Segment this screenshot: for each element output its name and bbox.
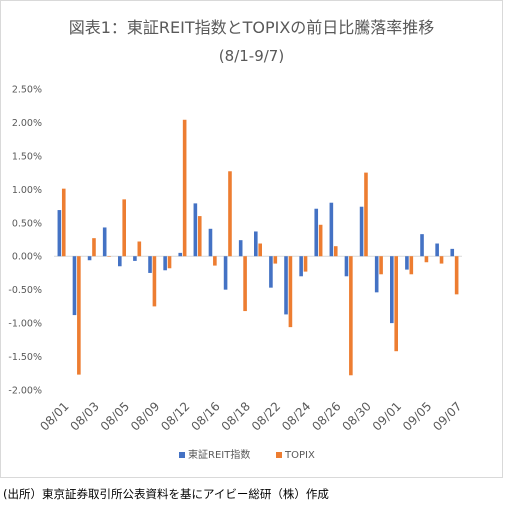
bar-topix	[394, 256, 398, 352]
bar-reit	[450, 248, 455, 257]
legend-swatch-reit	[179, 452, 185, 458]
legend-swatch-topix	[276, 452, 282, 458]
bar-topix	[92, 238, 96, 257]
bar-reit	[163, 256, 167, 271]
chart-subtitle: (8/1-9/7)	[218, 47, 285, 65]
source-note: (出所）東京証券取引所公表資料を基にアイビー総研（株）作成	[3, 487, 329, 501]
x-tick-label: 08/22	[249, 399, 283, 433]
chart-frame	[0, 0, 503, 478]
y-tick-label: 1.00%	[12, 185, 42, 196]
bar-reit	[269, 256, 273, 288]
bar-topix	[258, 243, 262, 257]
bar-topix	[61, 188, 66, 257]
bar-topix	[424, 256, 429, 263]
bar-topix	[122, 199, 126, 257]
bar-reit	[238, 240, 243, 257]
x-tick-label: 08/30	[340, 399, 374, 433]
x-tick-label: 08/18	[219, 399, 253, 433]
bar-topix	[152, 256, 157, 307]
bar-topix	[439, 256, 444, 264]
bar-reit	[223, 256, 228, 290]
x-tick-label: 08/24	[279, 399, 313, 433]
bar-reit	[420, 234, 424, 257]
bar-topix	[288, 256, 293, 328]
y-tick-label: -2.00%	[8, 386, 42, 397]
bar-topix	[333, 246, 338, 257]
x-tick-label: 08/26	[309, 399, 343, 433]
y-tick-label: 0.50%	[12, 218, 42, 229]
bar-topix	[409, 256, 414, 275]
y-tick-label: -1.50%	[8, 352, 42, 363]
bar-reit	[299, 256, 303, 277]
bar-reit	[72, 256, 77, 316]
y-tick-label: 1.50%	[12, 151, 42, 162]
y-tick-label: 2.00%	[12, 118, 42, 129]
bar-reit	[359, 206, 364, 257]
legend-label-reit: 東証REIT指数	[188, 448, 250, 461]
bar-topix	[243, 256, 247, 312]
x-tick-label: 09/05	[400, 399, 434, 433]
bar-reit	[102, 227, 107, 257]
bar-reit	[133, 256, 137, 261]
bar-reit	[254, 231, 258, 257]
x-tick-label: 08/12	[158, 399, 192, 433]
x-tick-label: 08/05	[98, 399, 132, 433]
bar-reit	[118, 256, 122, 267]
bar-topix	[213, 256, 217, 266]
bar-reit	[57, 210, 62, 257]
bar-topix	[137, 241, 142, 257]
x-tick-label: 09/01	[370, 399, 404, 433]
legend-label-topix: TOPIX	[284, 450, 315, 461]
x-tick-label: 08/03	[68, 399, 102, 433]
bar-topix	[182, 119, 187, 257]
y-tick-label: 0.00%	[12, 252, 42, 263]
bar-topix	[228, 171, 232, 257]
chart-title: 図表1：東証REIT指数とTOPIXの前日比騰落率推移	[68, 18, 435, 37]
bar-reit	[344, 256, 349, 277]
x-tick-label: 09/07	[430, 399, 464, 433]
bar-reit	[208, 228, 213, 257]
bar-reit	[374, 256, 379, 293]
x-tick-label: 08/09	[128, 399, 162, 433]
bar-reit	[87, 256, 92, 261]
y-tick-label: -1.00%	[8, 319, 42, 330]
bar-reit	[329, 202, 334, 257]
bar-reit	[314, 208, 319, 257]
x-tick-label: 08/16	[188, 399, 222, 433]
bar-topix	[167, 256, 172, 269]
bar-topix	[379, 256, 383, 275]
bar-topix	[77, 256, 81, 375]
bar-reit	[148, 256, 152, 273]
bar-topix	[303, 256, 308, 272]
bar-topix	[273, 256, 278, 264]
bar-topix	[197, 216, 202, 257]
bar-topix	[364, 172, 368, 257]
bar-reit	[405, 256, 409, 270]
bar-topix	[349, 256, 353, 376]
x-tick-label: 08/01	[37, 399, 71, 433]
bar-reit	[193, 203, 198, 257]
bar-reit	[178, 252, 183, 257]
bar-topix	[107, 256, 111, 257]
chart-plot: 2.50% 2.00% 1.50% 1.00% 0.50% 0.00% -0.50% -1.0…	[8, 85, 464, 462]
bar-reit	[390, 256, 394, 324]
bar-topix	[454, 256, 459, 295]
y-tick-label: 2.50%	[12, 85, 42, 96]
bar-reit	[284, 256, 288, 315]
y-tick-label: -0.50%	[8, 285, 42, 296]
bar-reit	[435, 243, 439, 257]
bar-topix	[318, 224, 323, 257]
